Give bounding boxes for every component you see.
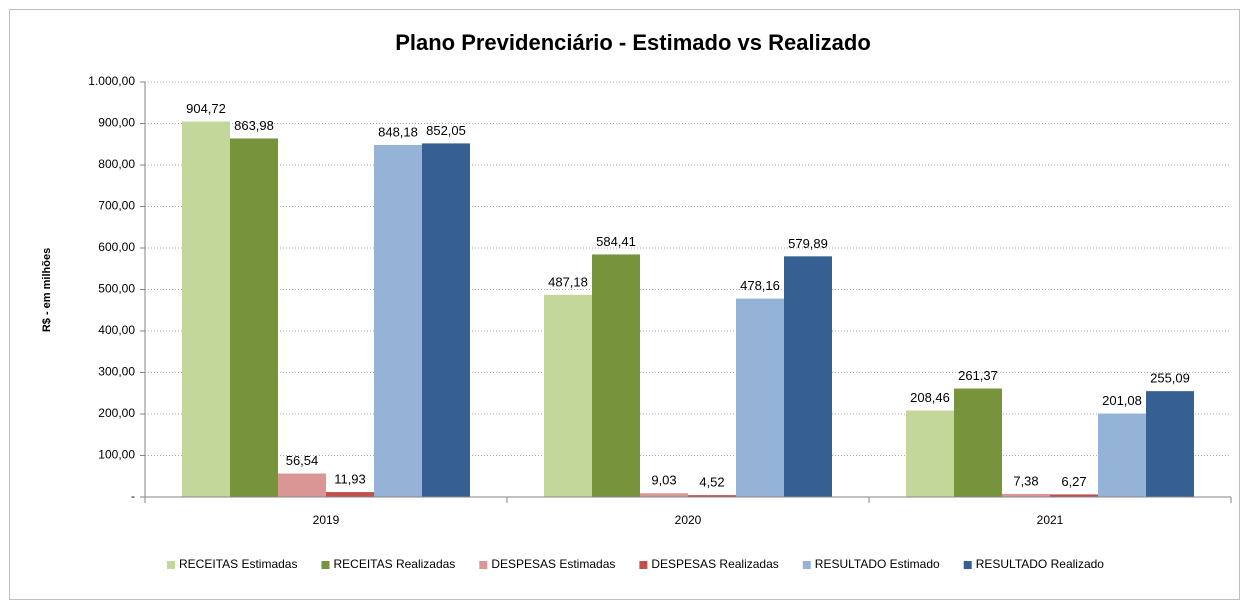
y-tick-label: 100,00 <box>98 448 135 462</box>
legend-label: DESPESAS Realizadas <box>651 557 778 571</box>
legend-label: RECEITAS Estimadas <box>179 557 297 571</box>
bar <box>1098 413 1146 497</box>
legend-label: RESULTADO Realizado <box>976 557 1105 571</box>
y-tick-label: 600,00 <box>98 240 135 254</box>
bar <box>326 492 374 497</box>
x-tick-label: 2019 <box>313 513 340 527</box>
bar <box>906 410 954 497</box>
data-label: 848,18 <box>378 124 418 139</box>
data-label: 487,18 <box>548 274 588 289</box>
y-tick-label: - <box>131 489 135 503</box>
bar <box>422 143 470 498</box>
y-axis-label: R$ - em milhões <box>41 248 53 332</box>
y-tick-label: 1.000,00 <box>88 74 135 88</box>
chart-title: Plano Previdenciário - Estimado vs Reali… <box>395 30 871 55</box>
data-label: 579,89 <box>788 236 828 251</box>
data-label: 6,27 <box>1061 474 1086 489</box>
bar <box>182 121 230 497</box>
bar <box>688 495 736 497</box>
data-label: 478,16 <box>740 278 780 293</box>
bar <box>784 256 832 497</box>
bar <box>640 493 688 497</box>
y-tick-label: 900,00 <box>98 116 135 130</box>
legend-swatch <box>802 561 811 569</box>
bar <box>1002 493 1050 497</box>
data-label: 4,52 <box>699 475 724 490</box>
legend-swatch <box>963 561 972 569</box>
data-label: 584,41 <box>596 234 636 249</box>
y-tick-label: 800,00 <box>98 157 135 171</box>
y-tick-label: 400,00 <box>98 323 135 337</box>
data-label: 56,54 <box>286 453 319 468</box>
bar <box>954 388 1002 497</box>
data-label: 9,03 <box>651 473 676 488</box>
legend-swatch <box>639 561 648 569</box>
legend-label: RECEITAS Realizadas <box>333 557 455 571</box>
data-label: 863,98 <box>234 118 274 133</box>
bar <box>544 294 592 497</box>
bar <box>278 473 326 497</box>
legend-label: DESPESAS Estimadas <box>491 557 615 571</box>
y-tick-label: 500,00 <box>98 282 135 296</box>
data-label: 261,37 <box>958 368 998 383</box>
data-label: 904,72 <box>186 101 226 116</box>
data-label: 201,08 <box>1102 393 1142 408</box>
data-label: 7,38 <box>1013 473 1038 488</box>
y-tick-label: 300,00 <box>98 365 135 379</box>
legend-swatch <box>321 561 330 569</box>
bar <box>736 298 784 497</box>
bar <box>374 145 422 497</box>
legend-label: RESULTADO Estimado <box>815 557 940 571</box>
legend-swatch <box>479 561 488 569</box>
data-label: 11,93 <box>334 471 366 486</box>
y-tick-label: 200,00 <box>98 406 135 420</box>
data-label: 852,05 <box>426 123 466 138</box>
bar <box>592 254 640 497</box>
bar <box>230 138 278 497</box>
bar <box>1146 391 1194 497</box>
legend-swatch <box>167 561 175 569</box>
data-label: 255,09 <box>1150 371 1190 386</box>
bar <box>1050 494 1098 497</box>
x-tick-label: 2021 <box>1037 513 1064 527</box>
y-tick-label: 700,00 <box>98 199 135 213</box>
x-tick-label: 2020 <box>675 513 702 527</box>
data-label: 208,46 <box>910 390 950 405</box>
